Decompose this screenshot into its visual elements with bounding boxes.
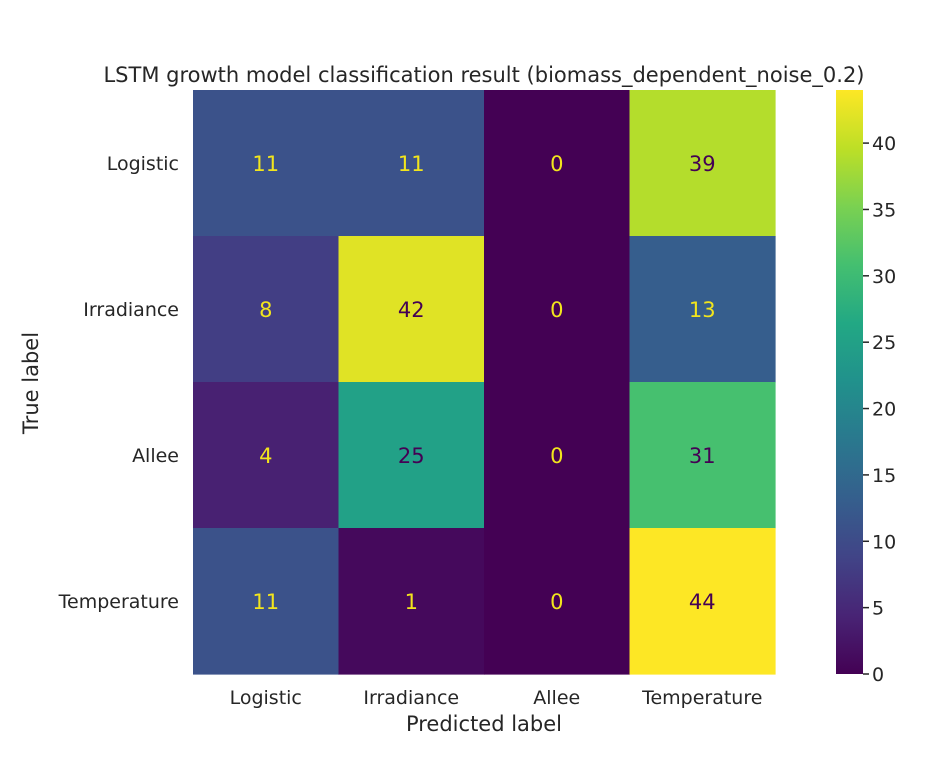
heatmap-cell: [193, 90, 340, 237]
cell-value-label: 4: [259, 444, 272, 468]
cell-value-label: 0: [550, 152, 563, 176]
colorbar-tick-label: 0: [872, 664, 884, 686]
y-tick-labels: Logistic Irradiance Allee Temperature: [58, 153, 179, 613]
heatmap-cell: [484, 528, 631, 675]
cell-value-label: 1: [405, 590, 418, 614]
cell-value-label: 39: [689, 152, 716, 176]
heatmap-cell: [338, 382, 485, 529]
cell-value-label: 0: [550, 444, 563, 468]
cell-value-label: 42: [398, 298, 425, 322]
x-tick-label: Allee: [533, 687, 580, 709]
y-tick-label: Temperature: [58, 591, 179, 613]
heatmap-cell: [193, 528, 340, 675]
heatmap-cell: [193, 236, 340, 383]
heatmap-cell: [338, 528, 485, 675]
cell-value-label: 8: [259, 298, 272, 322]
colorbar-tick-label: 10: [872, 531, 896, 553]
cell-value-label: 13: [689, 298, 716, 322]
chart-title: LSTM growth model classification result …: [103, 63, 864, 88]
cell-value-label: 11: [252, 590, 279, 614]
heatmap-cells: [193, 90, 776, 675]
heatmap-cell: [629, 528, 776, 675]
colorbar-tick-label: 5: [872, 598, 884, 620]
colorbar-tick-label: 40: [872, 133, 896, 155]
heatmap-cell: [338, 236, 485, 383]
heatmap-cell: [484, 236, 631, 383]
colorbar-tick-label: 15: [872, 465, 896, 487]
y-axis-label: True label: [19, 332, 43, 435]
heatmap-cell: [193, 382, 340, 529]
colorbar-tick-label: 35: [872, 199, 896, 221]
cell-value-label: 11: [398, 152, 425, 176]
cell-value-label: 0: [550, 298, 563, 322]
heatmap-cell: [484, 382, 631, 529]
heatmap-cell: [484, 90, 631, 237]
heatmap-cell: [629, 90, 776, 237]
cell-value-label: 44: [689, 590, 716, 614]
x-tick-label: Irradiance: [363, 687, 459, 709]
cell-value-label: 11: [252, 152, 279, 176]
heatmap-cell: [629, 236, 776, 383]
cell-value-label: 25: [398, 444, 425, 468]
heatmap-cell: [338, 90, 485, 237]
colorbar-tick-label: 25: [872, 332, 896, 354]
y-tick-label: Logistic: [107, 153, 179, 175]
x-tick-label: Logistic: [230, 687, 302, 709]
colorbar-tick-label: 30: [872, 266, 896, 288]
cell-value-label: 0: [550, 590, 563, 614]
colorbar: [836, 90, 863, 674]
colorbar-tick-label: 20: [872, 399, 896, 421]
y-tick-label: Irradiance: [83, 299, 179, 321]
y-tick-label: Allee: [132, 445, 179, 467]
x-tick-labels: Logistic Irradiance Allee Temperature: [230, 687, 763, 709]
heatmap-cell: [629, 382, 776, 529]
x-axis-label: Predicted label: [406, 712, 562, 736]
colorbar-ticks: 0 5 10 15 20 25 30 35 40: [863, 133, 896, 686]
cell-value-label: 31: [689, 444, 716, 468]
x-tick-label: Temperature: [641, 687, 762, 709]
